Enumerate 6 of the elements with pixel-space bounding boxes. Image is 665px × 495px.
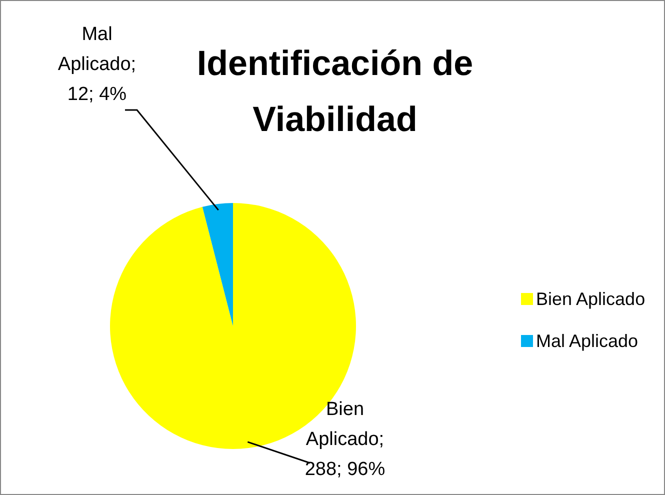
data-label: Bien Aplicado; 288; 96% [304, 399, 386, 480]
text: Identificación de Viabilidad [196, 44, 474, 139]
legend-label: Bien Aplicado [536, 289, 646, 309]
legend-label: Mal Aplicado [536, 331, 638, 351]
pie-slice [202, 203, 233, 326]
data-label: Mal Aplicado; 12; 4% [58, 24, 136, 105]
